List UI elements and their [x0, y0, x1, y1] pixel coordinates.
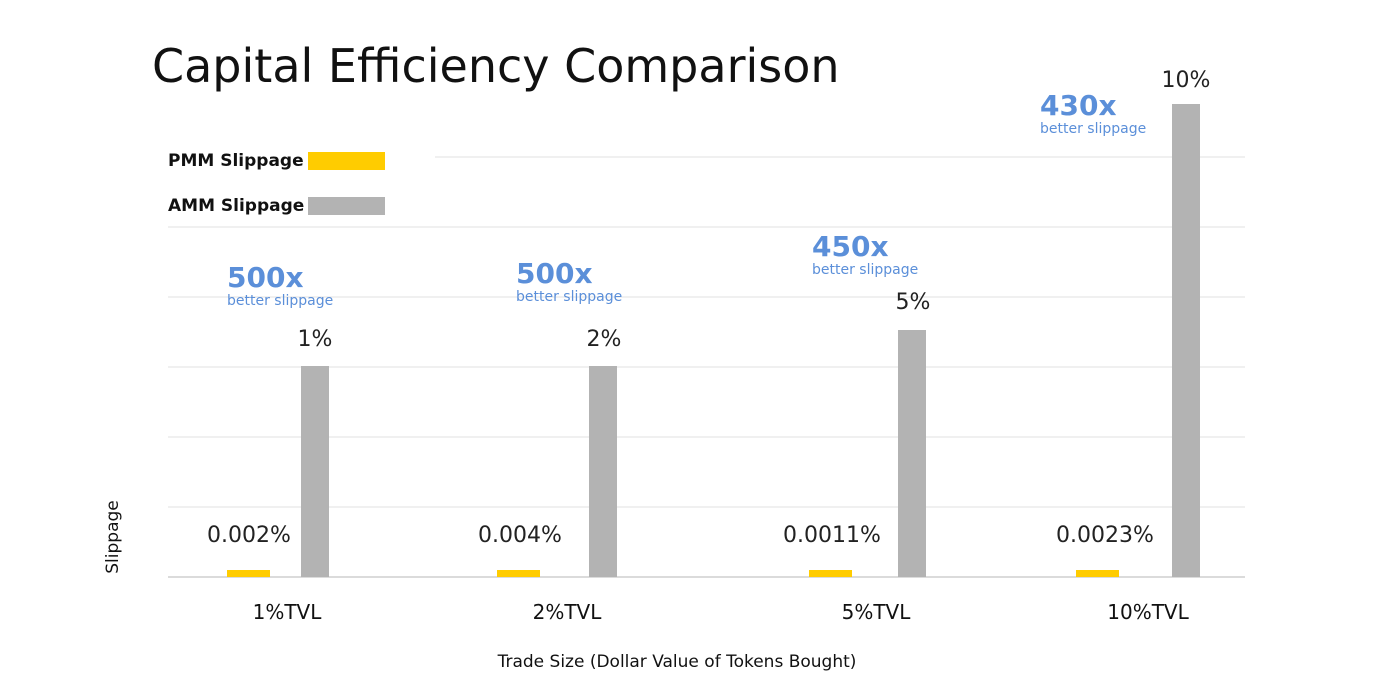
bar-pmm [809, 570, 852, 577]
annotation-text: better slippage [516, 289, 622, 305]
bar-pmm [227, 570, 270, 577]
chart-title: Capital Efficiency Comparison [152, 39, 840, 93]
data-label-amm: 1% [298, 327, 333, 352]
data-label-pmm: 0.0023% [1056, 523, 1154, 548]
annotation-ratio: 450x [812, 230, 889, 263]
annotation-ratio: 500x [227, 261, 304, 294]
bar-amm [589, 366, 617, 577]
annotation-ratio: 500x [516, 257, 593, 290]
annotation-ratio: 430x [1040, 89, 1117, 122]
bars [227, 104, 1200, 577]
bar-amm [898, 330, 926, 577]
x-tick-label: 5%TVL [842, 600, 912, 624]
legend: PMM Slippage AMM Slippage [168, 151, 385, 216]
data-label-amm: 10% [1162, 68, 1211, 93]
x-axis-label: Trade Size (Dollar Value of Tokens Bough… [497, 652, 857, 672]
annotation-text: better slippage [812, 262, 918, 278]
bar-amm [301, 366, 329, 577]
x-tick-label: 2%TVL [533, 600, 603, 624]
x-tick-label: 10%TVL [1107, 600, 1189, 624]
legend-swatch-pmm [308, 152, 385, 170]
bar-pmm [497, 570, 540, 577]
data-label-pmm: 0.0011% [783, 523, 881, 548]
legend-label-pmm: PMM Slippage [168, 151, 304, 171]
annotation-text: better slippage [1040, 121, 1146, 137]
x-tick-label: 1%TVL [253, 600, 323, 624]
legend-label-amm: AMM Slippage [168, 196, 304, 216]
legend-swatch-amm [308, 197, 385, 215]
bar-amm [1172, 104, 1200, 577]
data-label-amm: 2% [587, 327, 622, 352]
y-axis-label: Slippage [103, 500, 123, 574]
annotation-text: better slippage [227, 293, 333, 309]
data-label-amm: 5% [896, 290, 931, 315]
grid-lines [168, 156, 1245, 578]
data-label-pmm: 0.002% [207, 523, 291, 548]
data-label-pmm: 0.004% [478, 523, 562, 548]
bar-pmm [1076, 570, 1119, 577]
